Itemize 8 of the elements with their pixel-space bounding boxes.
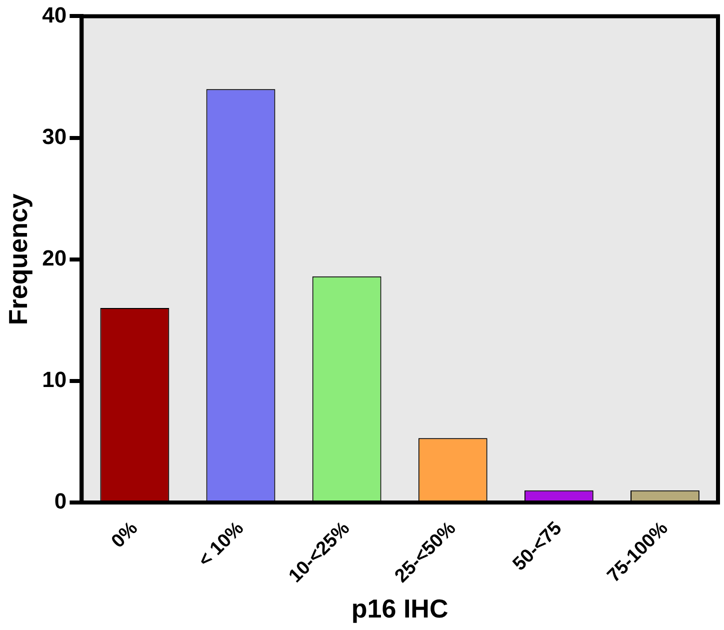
y-tick-label: 30 xyxy=(42,124,67,149)
y-tick-label: 0 xyxy=(54,488,67,514)
x-tick-label: 0% xyxy=(108,518,142,552)
y-tick-label: 40 xyxy=(42,2,67,28)
x-axis-title: p16 IHC xyxy=(351,594,448,624)
y-tick-label: 10 xyxy=(42,367,67,392)
y-axis-title: Frequency xyxy=(2,193,33,326)
y-tick-label: 20 xyxy=(42,245,67,270)
